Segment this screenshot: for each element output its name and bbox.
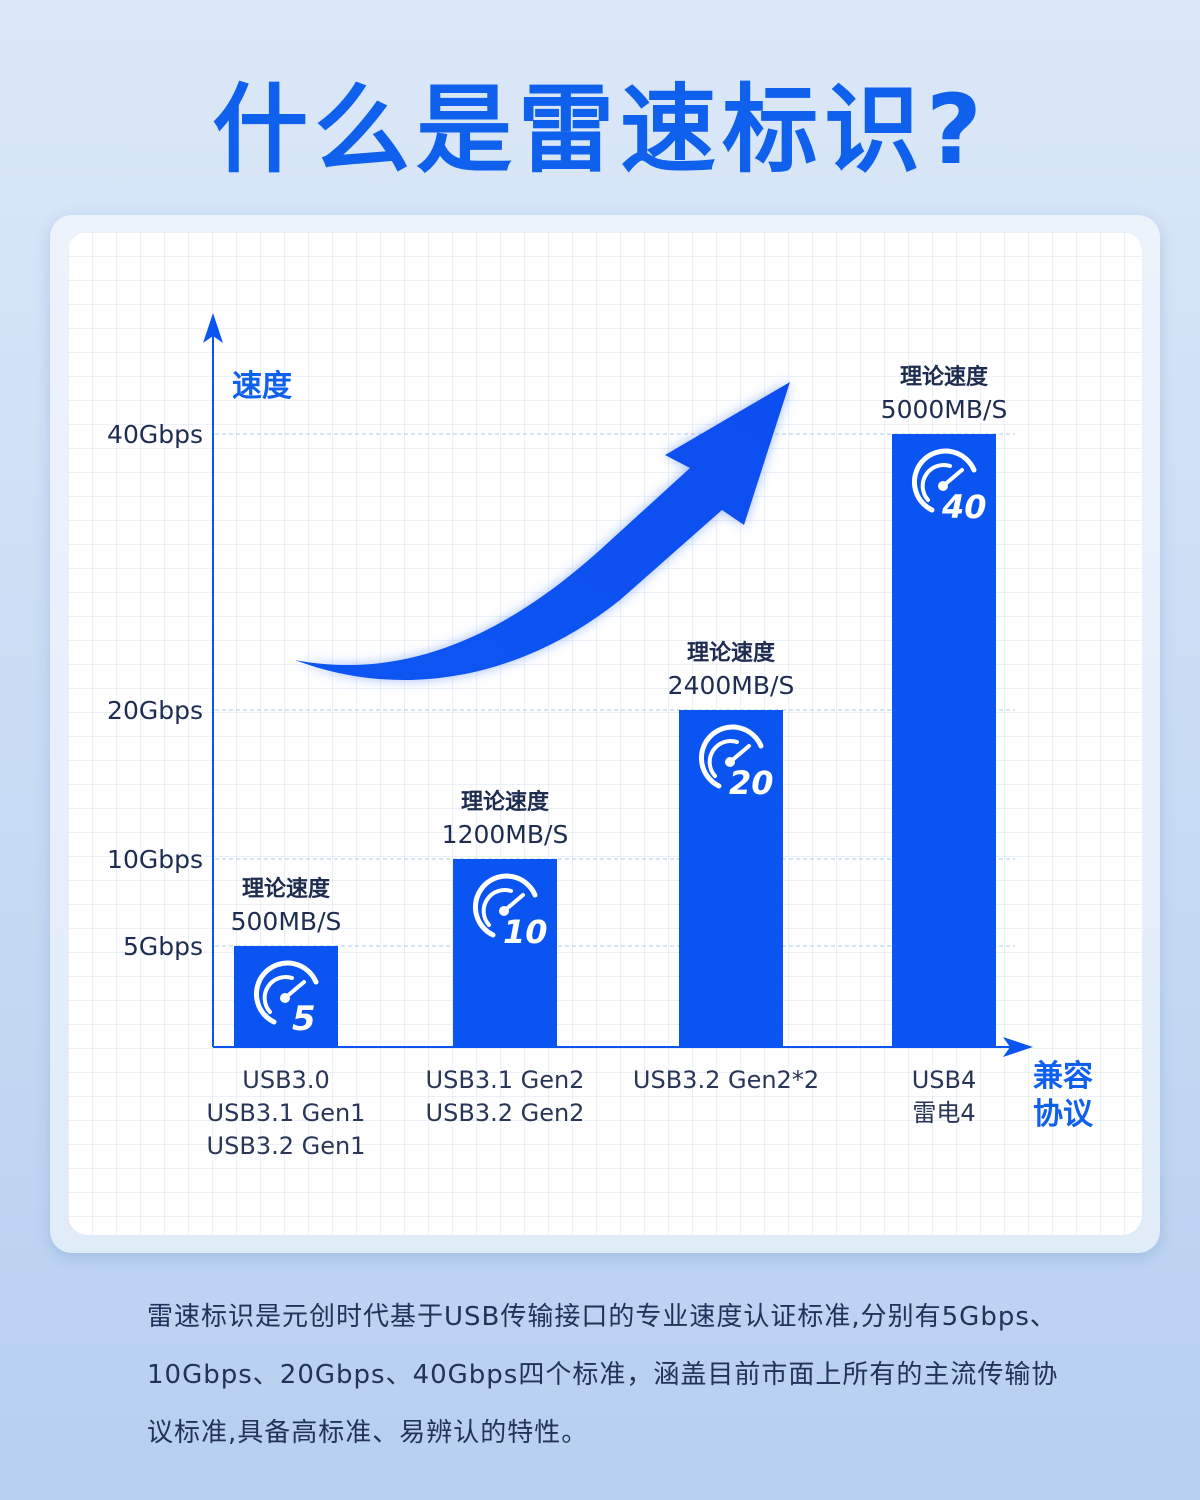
x-category-label: USB3.0 bbox=[242, 1066, 329, 1094]
y-axis-arrow-icon bbox=[203, 313, 223, 343]
y-axis-label: 速度 bbox=[232, 369, 292, 404]
y-tick-label: 5Gbps bbox=[123, 932, 203, 961]
y-tick-label: 40Gbps bbox=[107, 420, 203, 449]
bar bbox=[453, 859, 557, 1047]
svg-text:20: 20 bbox=[729, 764, 774, 802]
bar bbox=[892, 434, 996, 1047]
x-category-label: USB3.2 Gen2*2 bbox=[633, 1066, 819, 1094]
description-text: 雷速标识是元创时代基于USB传输接口的专业速度认证标准,分别有5Gbps、10G… bbox=[147, 1302, 1059, 1448]
x-axis-label: 兼容协议 bbox=[1033, 1059, 1093, 1132]
x-category-label: USB4 bbox=[912, 1066, 977, 1094]
data-label-caption: 理论速度 bbox=[461, 789, 550, 815]
y-tick-label: 20Gbps bbox=[107, 696, 203, 725]
speedometer-icon: 5 bbox=[254, 960, 319, 1039]
speedometer-icon: 40 bbox=[912, 448, 987, 526]
x-category-label: USB3.1 Gen2 bbox=[426, 1066, 585, 1094]
x-category-label: USB3.1 Gen1 bbox=[207, 1099, 366, 1127]
speedometer-icon: 10 bbox=[473, 873, 548, 951]
data-label-caption: 理论速度 bbox=[242, 876, 331, 902]
x-category-label: USB3.2 Gen1 bbox=[207, 1132, 366, 1160]
x-category-label: USB3.2 Gen2 bbox=[426, 1099, 585, 1127]
x-category-label: 雷电4 bbox=[912, 1099, 975, 1127]
x-axis-arrow-icon bbox=[1003, 1037, 1033, 1057]
svg-text:40: 40 bbox=[941, 488, 987, 526]
speedometer-icon: 20 bbox=[699, 724, 774, 802]
svg-text:10: 10 bbox=[503, 913, 548, 951]
page-title: 什么是雷速标识? bbox=[212, 74, 988, 186]
data-label-value: 5000MB/S bbox=[881, 395, 1008, 424]
data-label-value: 1200MB/S bbox=[442, 820, 569, 849]
data-label-value: 2400MB/S bbox=[668, 671, 795, 700]
data-label-value: 500MB/S bbox=[231, 907, 342, 936]
y-tick-label: 10Gbps bbox=[107, 845, 203, 874]
svg-text:5: 5 bbox=[292, 999, 316, 1039]
data-label-caption: 理论速度 bbox=[900, 364, 989, 390]
data-label-caption: 理论速度 bbox=[687, 640, 776, 666]
trend-arrow bbox=[295, 382, 790, 680]
